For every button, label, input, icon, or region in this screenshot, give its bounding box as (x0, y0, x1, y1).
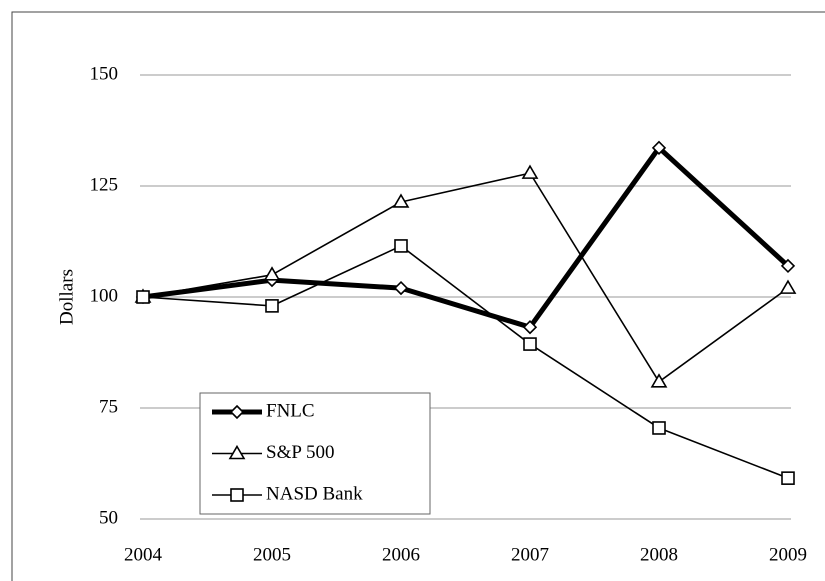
marker-triangle (392, 193, 410, 208)
y-tick-label: 150 (90, 63, 119, 84)
marker-diamond (393, 280, 409, 296)
x-tick-label: 2008 (640, 544, 678, 565)
series-line (142, 245, 789, 479)
x-tick-label: 2006 (382, 544, 420, 565)
marker-square (136, 290, 150, 304)
marker-triangle (779, 279, 797, 294)
y-tick-label: 125 (90, 174, 119, 195)
x-tick-label: 2005 (253, 544, 291, 565)
marker-square (230, 488, 244, 502)
series-line (142, 145, 790, 330)
y-tick-label: 50 (99, 507, 118, 528)
y-axis-label: Dollars (56, 269, 77, 325)
frame (11, 11, 825, 581)
series-line (142, 172, 789, 383)
marker-square (394, 239, 408, 253)
marker-square (652, 421, 666, 435)
x-tick-label: 2007 (511, 544, 549, 565)
marker-diamond (229, 404, 245, 420)
marker-triangle (650, 373, 668, 388)
marker-diamond (780, 258, 796, 274)
legend-label: NASD Bank (266, 483, 363, 504)
marker-square (781, 471, 795, 485)
legend-label: FNLC (266, 400, 315, 421)
x-tick-label: 2004 (124, 544, 163, 565)
legend-label: S&P 500 (266, 442, 334, 463)
plot-layer (134, 140, 797, 485)
marker-triangle (521, 164, 539, 179)
y-tick-label: 75 (99, 396, 118, 417)
marker-diamond (651, 140, 667, 155)
y-tick-label: 100 (90, 285, 119, 306)
marker-triangle (263, 266, 281, 281)
marker-triangle (228, 444, 246, 460)
marker-diamond (522, 320, 538, 335)
marker-square (265, 299, 279, 313)
marker-square (523, 337, 537, 351)
x-tick-label: 2009 (769, 544, 807, 565)
